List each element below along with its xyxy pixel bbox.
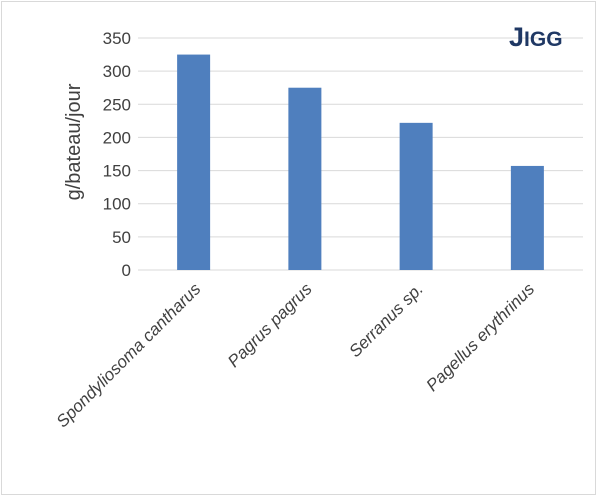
bar [288, 87, 322, 270]
y-tick-label: 250 [103, 95, 131, 114]
bars [177, 54, 544, 271]
brand-badge: JIGG [509, 22, 563, 52]
y-tick-label: 300 [103, 62, 131, 81]
y-tick-label: 200 [103, 128, 131, 147]
brand-badge-initial: J [509, 22, 524, 52]
y-axis-label: g/bateau/jour [63, 83, 85, 200]
y-tick-label: 350 [103, 29, 131, 48]
category-label: Spondyliosoma cantharus [53, 279, 205, 431]
category-label: Pagellus erythrinus [423, 279, 539, 395]
brand-badge-rest: IGG [524, 28, 563, 51]
y-tick-label: 50 [112, 228, 131, 247]
y-tick-label: 0 [122, 261, 131, 280]
bar [510, 165, 544, 270]
bar [399, 122, 433, 271]
bar [177, 54, 211, 271]
y-tick-labels: 0 50 100 150 200 250 300 350 [103, 29, 131, 280]
y-tick-label: 100 [103, 195, 131, 214]
category-label: Pagrus pagrus [224, 279, 316, 371]
gridlines [138, 37, 583, 271]
category-label: Serranus sp. [345, 279, 427, 361]
y-tick-label: 150 [103, 162, 131, 181]
category-labels: Spondyliosoma cantharus Pagrus pagrus Serr… [53, 279, 539, 431]
